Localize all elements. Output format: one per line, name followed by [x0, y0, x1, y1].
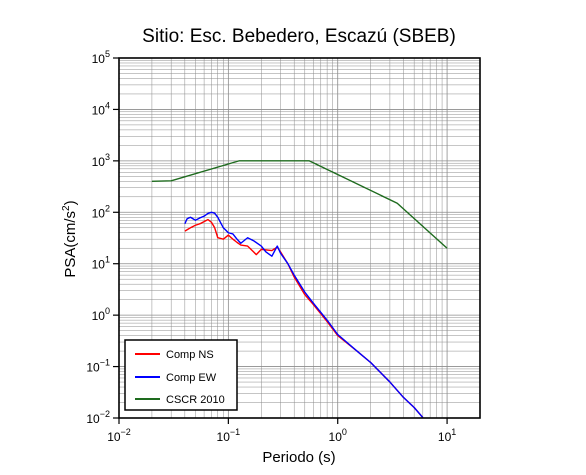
y-tick-label: 102	[92, 203, 110, 220]
legend-label-0: Comp NS	[166, 349, 214, 361]
y-tick-label: 101	[92, 255, 110, 272]
legend-label-1: Comp EW	[166, 372, 217, 384]
chart-title: Sitio: Esc. Bebedero, Escazú (SBEB)	[142, 26, 456, 47]
axis-ticks: 10−2 10−1 100 101 10−2 10−1 100 101 102 103 104 105	[86, 49, 456, 444]
y-axis-title-main: PSA(cm/s	[62, 211, 79, 278]
y-tick-label: 10−1	[86, 358, 110, 375]
x-tick-label: 10−2	[107, 427, 131, 444]
legend: Comp NS Comp EW CSCR 2010	[124, 339, 238, 411]
y-tick-label: 105	[92, 49, 110, 66]
y-axis-title-end: )	[62, 200, 79, 205]
x-tick-label: 101	[438, 427, 456, 444]
plot-frame	[118, 57, 481, 419]
y-axis-title-superscript: 2	[61, 205, 72, 211]
y-tick-label: 100	[92, 306, 110, 323]
y-axis-title: PSA(cm/s2)	[61, 200, 79, 277]
x-tick-label: 10−1	[217, 427, 241, 444]
series-line-2	[151, 160, 448, 249]
y-tick-label: 103	[92, 152, 110, 169]
x-tick-label: 100	[329, 427, 347, 444]
x-axis-title: Periodo (s)	[262, 449, 335, 466]
y-tick-label: 104	[92, 100, 110, 117]
series-layer	[151, 160, 448, 419]
legend-label-2: CSCR 2010	[166, 394, 225, 406]
y-tick-label: 10−2	[86, 409, 110, 426]
series-line-1	[184, 211, 424, 419]
